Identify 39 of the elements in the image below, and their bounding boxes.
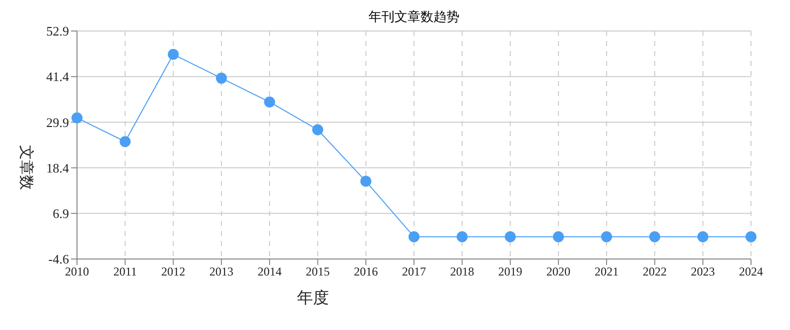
point (504, 231, 516, 242)
point (216, 72, 227, 84)
y-tick-label: 6.9 (52, 206, 69, 222)
x-tick-label: 2019 (498, 264, 522, 279)
x-tick-label: 2014 (258, 264, 282, 279)
point (746, 231, 756, 242)
x-tick-label: 2024 (739, 264, 763, 279)
point (649, 231, 660, 242)
point (264, 96, 276, 108)
y-axis-title: 文章数 (18, 145, 35, 190)
point (601, 231, 612, 242)
point (360, 176, 372, 187)
x-tick-label: 2018 (450, 264, 474, 279)
x-tick-label: 2015 (306, 264, 330, 279)
y-tick-label: -4.6 (48, 252, 70, 267)
x-tick-label: 2016 (354, 264, 378, 279)
chart-title: 年刊文章数趋势 (368, 8, 460, 26)
x-axis-title: 年度 (297, 289, 329, 307)
x-tick-label: 2011 (113, 264, 137, 279)
point (697, 231, 708, 242)
x-tick-label: 2022 (642, 264, 667, 279)
point (72, 112, 82, 124)
y-tick-label: 29.9 (46, 114, 69, 130)
point (408, 231, 420, 242)
x-tick-label: 2010 (65, 264, 89, 279)
y-tick-label: 18.4 (46, 160, 70, 176)
point (552, 231, 564, 242)
x-tick-label: 2020 (546, 264, 570, 279)
point (168, 48, 179, 60)
point (312, 124, 324, 136)
point (120, 136, 131, 148)
y-tick-label: 41.4 (46, 69, 70, 84)
y-tick-label: 52.9 (46, 24, 69, 39)
x-tick-label: 2013 (209, 264, 234, 279)
x-tick-label: 2017 (402, 264, 426, 279)
x-tick-label: 2021 (594, 264, 619, 279)
point (456, 231, 468, 242)
x-tick-label: 2023 (690, 264, 715, 279)
x-tick-label: 2012 (161, 264, 186, 279)
